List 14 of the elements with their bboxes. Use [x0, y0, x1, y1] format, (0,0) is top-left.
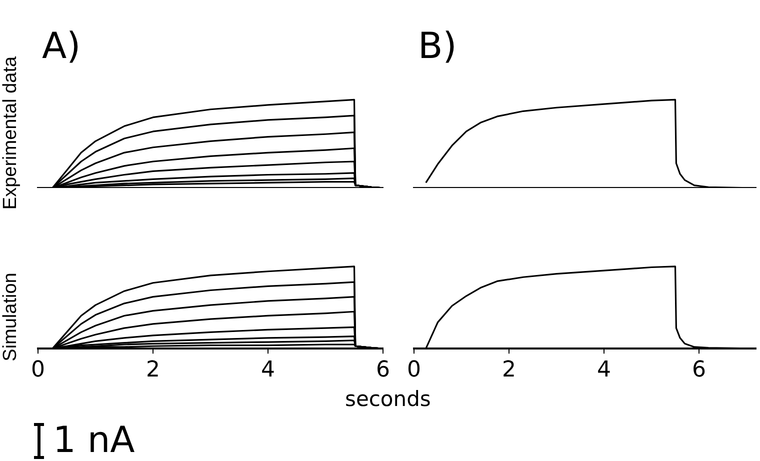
- x-tick-label: 6: [692, 358, 706, 383]
- x-tick-label: 4: [597, 358, 611, 383]
- chart-title: A): [42, 26, 81, 67]
- y-axis-title: Simulation: [0, 272, 22, 362]
- text: 1 nA: [53, 420, 135, 461]
- x-tick-label: 2: [502, 358, 516, 383]
- x-tick-label: 0: [31, 358, 45, 383]
- x-tick-label: 2: [146, 358, 160, 383]
- chart-title: B): [418, 26, 457, 67]
- x-tick-label: 4: [261, 358, 275, 383]
- x-axis-title: seconds: [345, 387, 431, 411]
- x-tick-label: 6: [376, 358, 390, 383]
- y-axis-title: Experimental data: [0, 56, 22, 210]
- x-tick-label: 0: [407, 358, 421, 383]
